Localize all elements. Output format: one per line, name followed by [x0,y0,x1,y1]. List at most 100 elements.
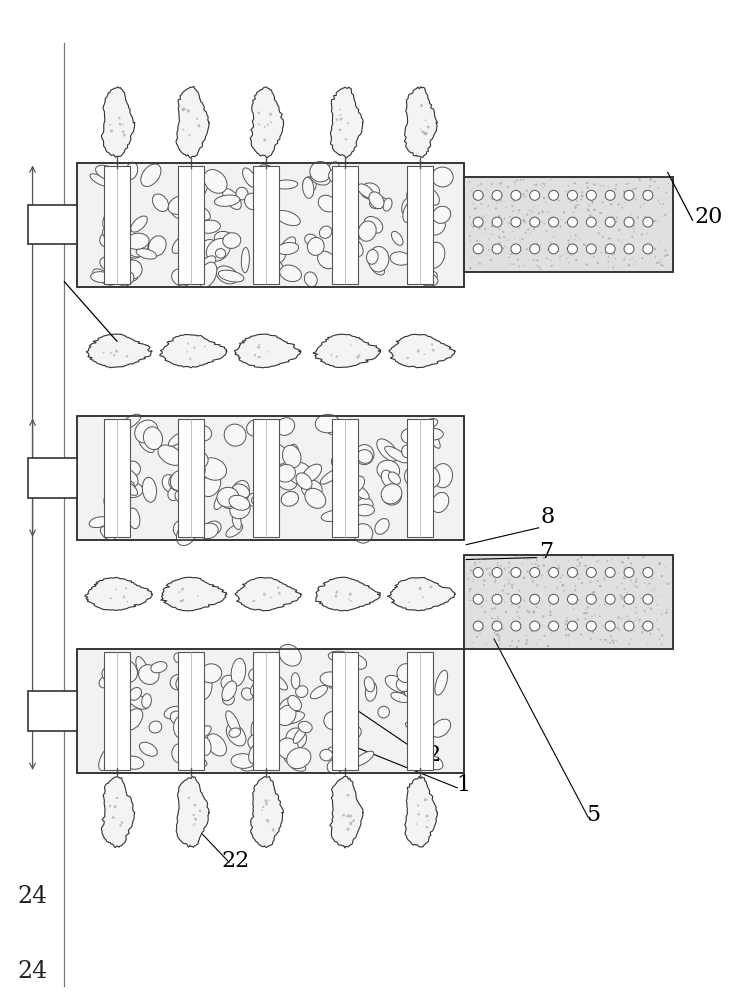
Ellipse shape [475,207,477,209]
Ellipse shape [533,610,535,613]
Ellipse shape [656,221,657,222]
Ellipse shape [498,237,500,239]
Ellipse shape [266,819,269,822]
Ellipse shape [107,692,125,713]
Ellipse shape [494,618,495,620]
Ellipse shape [542,183,544,184]
Ellipse shape [513,618,514,619]
Ellipse shape [500,245,502,247]
Ellipse shape [253,669,270,685]
Ellipse shape [420,104,423,107]
Ellipse shape [498,639,500,641]
Ellipse shape [551,632,552,633]
Ellipse shape [593,209,595,211]
Ellipse shape [256,464,268,477]
Polygon shape [250,776,283,847]
Ellipse shape [585,612,587,614]
Ellipse shape [192,814,195,816]
Ellipse shape [649,191,651,192]
Ellipse shape [110,597,112,599]
Ellipse shape [631,563,632,564]
Ellipse shape [193,825,194,826]
Ellipse shape [310,162,331,182]
Ellipse shape [302,464,322,482]
Ellipse shape [431,492,449,513]
Ellipse shape [158,445,183,465]
Ellipse shape [548,211,549,212]
Ellipse shape [537,265,538,266]
Ellipse shape [110,478,130,496]
Ellipse shape [559,581,561,582]
Ellipse shape [315,414,340,433]
Ellipse shape [512,205,513,207]
Ellipse shape [233,484,250,498]
Ellipse shape [104,487,116,506]
Ellipse shape [339,109,341,110]
Ellipse shape [168,196,191,214]
Ellipse shape [585,263,588,266]
Ellipse shape [500,182,502,183]
Ellipse shape [258,356,261,358]
Ellipse shape [433,206,450,223]
Ellipse shape [635,612,637,614]
Ellipse shape [580,633,582,636]
Ellipse shape [640,573,641,574]
Bar [104,652,130,770]
Ellipse shape [494,641,495,643]
Ellipse shape [168,487,180,501]
Ellipse shape [576,559,579,561]
Ellipse shape [613,253,615,255]
Ellipse shape [302,480,322,498]
Ellipse shape [279,644,301,666]
Ellipse shape [577,573,578,575]
Ellipse shape [331,455,343,467]
Ellipse shape [346,814,350,818]
Ellipse shape [252,496,273,508]
Ellipse shape [632,595,634,598]
Ellipse shape [252,600,255,602]
Ellipse shape [517,621,520,624]
Ellipse shape [269,674,288,690]
Ellipse shape [483,580,484,581]
Ellipse shape [517,258,519,260]
Ellipse shape [432,167,453,187]
Ellipse shape [114,659,138,683]
Ellipse shape [369,197,387,209]
Ellipse shape [354,751,374,766]
Ellipse shape [583,613,584,614]
Ellipse shape [258,344,260,346]
Ellipse shape [518,265,520,267]
Ellipse shape [651,578,653,579]
Ellipse shape [631,258,633,259]
Ellipse shape [277,243,299,255]
Ellipse shape [559,256,561,257]
Ellipse shape [511,190,521,200]
Ellipse shape [577,599,579,601]
Bar [332,166,358,284]
Ellipse shape [574,207,576,209]
Ellipse shape [181,588,184,591]
Ellipse shape [530,247,531,248]
Ellipse shape [194,804,197,807]
Ellipse shape [578,562,581,564]
Ellipse shape [509,645,512,647]
Ellipse shape [250,680,266,696]
Ellipse shape [616,221,618,222]
Ellipse shape [516,628,517,629]
Ellipse shape [587,613,588,614]
Ellipse shape [509,580,510,581]
Ellipse shape [659,638,660,640]
Text: 22: 22 [221,850,250,872]
Ellipse shape [625,566,627,567]
Ellipse shape [420,129,421,130]
Ellipse shape [531,563,533,565]
Ellipse shape [631,250,632,252]
Ellipse shape [575,205,577,208]
Ellipse shape [586,182,589,184]
Ellipse shape [623,259,625,261]
Ellipse shape [222,681,236,701]
Ellipse shape [551,195,553,197]
Ellipse shape [364,677,375,692]
Ellipse shape [128,239,149,258]
Ellipse shape [478,245,480,247]
